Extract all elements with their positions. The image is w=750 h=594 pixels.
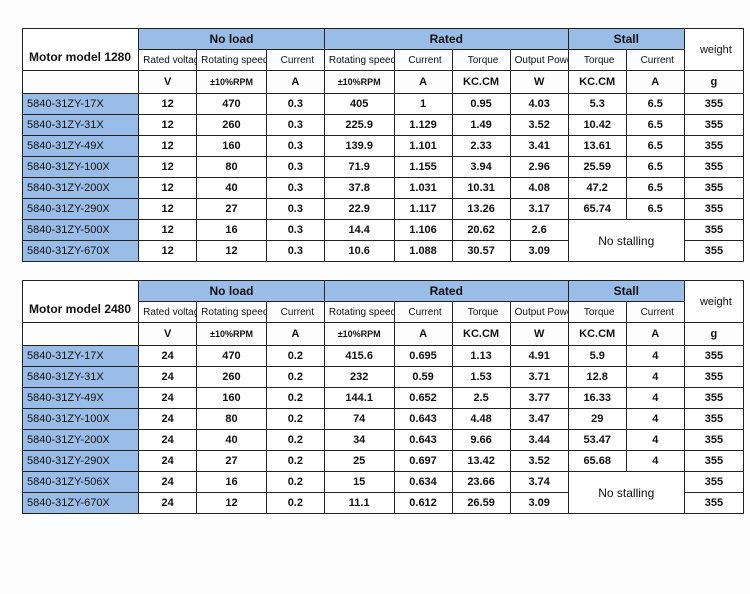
model-cell: 5840-31ZY-31X bbox=[23, 367, 139, 388]
rated-power-label: Output Power bbox=[510, 50, 568, 71]
noload-header: No load bbox=[139, 281, 325, 302]
unit-rpm-2: ±10%RPM bbox=[324, 323, 394, 346]
noload-current-label: Current bbox=[266, 302, 324, 323]
noload-speed-label: Rotating speed bbox=[197, 50, 267, 71]
rated-header: Rated bbox=[324, 29, 568, 50]
unit-a-1: A bbox=[266, 71, 324, 94]
weight-header: weight bbox=[684, 281, 743, 323]
stall-torque-label: Torque bbox=[568, 50, 626, 71]
unit-w: W bbox=[510, 323, 568, 346]
blank-unit bbox=[23, 71, 139, 94]
rated-voltage-label: Rated voltage bbox=[139, 50, 197, 71]
model-cell: 5840-31ZY-200X bbox=[23, 178, 139, 199]
noload-speed-label: Rotating speed bbox=[197, 302, 267, 323]
model-cell: 5840-31ZY-290X bbox=[23, 451, 139, 472]
unit-kc-2: KC.CM bbox=[568, 323, 626, 346]
no-stalling-cell: No stalling bbox=[568, 472, 684, 514]
unit-row: V ±10%RPM A ±10%RPM A KC.CM W KC.CM A g bbox=[23, 323, 744, 346]
unit-a-2: A bbox=[394, 71, 452, 94]
model-cell: 5840-31ZY-506X bbox=[23, 472, 139, 493]
weight-header: weight bbox=[684, 29, 743, 71]
unit-g: g bbox=[684, 71, 743, 94]
table-row: 5840-31ZY-49X121600.3139.91.1012.333.411… bbox=[23, 136, 744, 157]
unit-kc-1: KC.CM bbox=[452, 323, 510, 346]
rated-current-label: Current bbox=[394, 50, 452, 71]
unit-g: g bbox=[684, 323, 743, 346]
model-cell: 5840-31ZY-17X bbox=[23, 346, 139, 367]
unit-kc-1: KC.CM bbox=[452, 71, 510, 94]
table-row: 5840-31ZY-290X24270.2250.69713.423.5265.… bbox=[23, 451, 744, 472]
group-header-row: Motor model 1280 No load Rated Stall wei… bbox=[23, 29, 744, 50]
unit-a-3: A bbox=[626, 71, 684, 94]
model-cell: 5840-31ZY-31X bbox=[23, 115, 139, 136]
model-cell: 5840-31ZY-100X bbox=[23, 409, 139, 430]
tables-container: Motor model 1280 No load Rated Stall wei… bbox=[22, 28, 728, 514]
table-row: 5840-31ZY-290X12270.322.91.11713.263.176… bbox=[23, 199, 744, 220]
stall-header: Stall bbox=[568, 29, 684, 50]
table-row: 5840-31ZY-17X124700.340510.954.035.36.53… bbox=[23, 94, 744, 115]
model-cell: 5840-31ZY-200X bbox=[23, 430, 139, 451]
rated-torque-label: Torque bbox=[452, 50, 510, 71]
stall-current-label: Current bbox=[626, 50, 684, 71]
spec-table-1: Motor model 2480 No load Rated Stall wei… bbox=[22, 280, 744, 514]
table-row: 5840-31ZY-100X24800.2740.6434.483.472943… bbox=[23, 409, 744, 430]
unit-v: V bbox=[139, 71, 197, 94]
unit-kc-2: KC.CM bbox=[568, 71, 626, 94]
unit-rpm-2: ±10%RPM bbox=[324, 71, 394, 94]
rated-speed-label: Rotating speed bbox=[324, 302, 394, 323]
unit-a-2: A bbox=[394, 323, 452, 346]
table-row: 5840-31ZY-31X122600.3225.91.1291.493.521… bbox=[23, 115, 744, 136]
stall-torque-label: Torque bbox=[568, 302, 626, 323]
spec-table-0: Motor model 1280 No load Rated Stall wei… bbox=[22, 28, 744, 262]
model-cell: 5840-31ZY-49X bbox=[23, 388, 139, 409]
blank-unit bbox=[23, 323, 139, 346]
rated-torque-label: Torque bbox=[452, 302, 510, 323]
table-row: 5840-31ZY-49X241600.2144.10.6522.53.7716… bbox=[23, 388, 744, 409]
table-row: 5840-31ZY-17X244700.2415.60.6951.134.915… bbox=[23, 346, 744, 367]
no-stalling-cell: No stalling bbox=[568, 220, 684, 262]
model-cell: 5840-31ZY-290X bbox=[23, 199, 139, 220]
unit-rpm-1: ±10%RPM bbox=[197, 323, 267, 346]
model-cell: 5840-31ZY-670X bbox=[23, 241, 139, 262]
unit-w: W bbox=[510, 71, 568, 94]
table-row: 5840-31ZY-31X242600.22320.591.533.7112.8… bbox=[23, 367, 744, 388]
motor-model-title: Motor model 2480 bbox=[23, 281, 139, 323]
unit-rpm-1: ±10%RPM bbox=[197, 71, 267, 94]
model-cell: 5840-31ZY-100X bbox=[23, 157, 139, 178]
model-cell: 5840-31ZY-500X bbox=[23, 220, 139, 241]
noload-header: No load bbox=[139, 29, 325, 50]
unit-a-3: A bbox=[626, 323, 684, 346]
noload-current-label: Current bbox=[266, 50, 324, 71]
rated-current-label: Current bbox=[394, 302, 452, 323]
table-row: 5840-31ZY-100X12800.371.91.1553.942.9625… bbox=[23, 157, 744, 178]
table-row: 5840-31ZY-200X12400.337.81.03110.314.084… bbox=[23, 178, 744, 199]
rated-voltage-label: Rated voltage bbox=[139, 302, 197, 323]
unit-v: V bbox=[139, 323, 197, 346]
table-row: 5840-31ZY-500X12160.314.41.10620.622.6No… bbox=[23, 220, 744, 241]
rated-power-label: Output Power bbox=[510, 302, 568, 323]
unit-row: V ±10%RPM A ±10%RPM A KC.CM W KC.CM A g bbox=[23, 71, 744, 94]
model-cell: 5840-31ZY-49X bbox=[23, 136, 139, 157]
table-row: 5840-31ZY-200X24400.2340.6439.663.4453.4… bbox=[23, 430, 744, 451]
model-cell: 5840-31ZY-17X bbox=[23, 94, 139, 115]
rated-speed-label: Rotating speed bbox=[324, 50, 394, 71]
stall-header: Stall bbox=[568, 281, 684, 302]
rated-header: Rated bbox=[324, 281, 568, 302]
motor-model-title: Motor model 1280 bbox=[23, 29, 139, 71]
table-row: 5840-31ZY-506X24160.2150.63423.663.74No … bbox=[23, 472, 744, 493]
unit-a-1: A bbox=[266, 323, 324, 346]
stall-current-label: Current bbox=[626, 302, 684, 323]
group-header-row: Motor model 2480 No load Rated Stall wei… bbox=[23, 281, 744, 302]
model-cell: 5840-31ZY-670X bbox=[23, 493, 139, 514]
